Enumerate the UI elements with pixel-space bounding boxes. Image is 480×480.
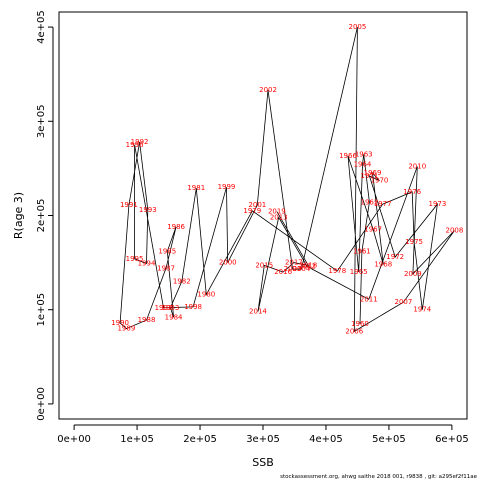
year-labels: 1960 1961 1962 1963 1964 1965 1966 1967 1968 1969… [111, 23, 463, 335]
x-tick-label: 4e+05 [309, 434, 343, 445]
sr-path-lines [119, 27, 455, 333]
year-point-label: 1971 [360, 172, 378, 180]
year-point-label: 1986 [167, 223, 185, 231]
year-point-label: 1964 [354, 161, 372, 169]
year-point-label: 2007 [394, 298, 412, 306]
year-point-label: 1978 [328, 267, 346, 275]
year-point-label: 1974 [413, 306, 431, 314]
year-point-label: 1996 [126, 141, 144, 149]
year-point-label: 1970 [371, 177, 389, 185]
year-point-label: 2013 [270, 213, 288, 221]
year-point-label: 2000 [219, 259, 237, 267]
year-point-label: 1992 [131, 138, 149, 146]
year-point-label: 1991 [120, 201, 138, 209]
year-point-label: 1982 [173, 277, 191, 285]
year-point-label: 2005 [349, 23, 367, 31]
year-point-label: 1997 [155, 304, 173, 312]
year-point-label: 1999 [218, 183, 236, 191]
year-point-label: 2011 [360, 295, 378, 303]
x-tick-label: 2e+05 [183, 434, 217, 445]
x-tick-label: 0e+00 [57, 434, 91, 445]
year-point-label: 1989 [117, 325, 135, 333]
plot-frame [58, 11, 468, 420]
year-point-label: 1979 [243, 207, 261, 215]
year-point-label: 2014 [249, 308, 267, 316]
year-point-label: 1987 [157, 264, 175, 272]
x-axis: 0e+00 1e+05 2e+05 3e+05 4e+05 5e+05 6e+05 [57, 424, 469, 445]
year-point-label: 1969 [364, 169, 382, 177]
year-point-label: 2012 [298, 262, 316, 270]
year-point-label: 1961 [353, 247, 371, 255]
y-axis: 0e+00 1e+05 2e+05 3e+05 4e+05 [36, 10, 54, 421]
year-point-label: 1968 [374, 260, 392, 268]
year-point-label: 2006 [345, 327, 363, 335]
x-tick-label: 1e+05 [120, 434, 154, 445]
year-point-label: 1983 [162, 304, 180, 312]
year-point-label: 1993 [139, 206, 157, 214]
year-point-label: 1965 [350, 268, 368, 276]
year-point-label: 1962 [360, 198, 378, 206]
year-point-label: 2010 [408, 163, 426, 171]
x-tick-label: 5e+05 [372, 434, 406, 445]
year-point-label: 1975 [405, 238, 423, 246]
footer-note: stockassessment.org, ahwg saithe 2018 00… [280, 474, 478, 480]
year-point-label: 2017 [285, 259, 303, 267]
year-point-label: 1973 [428, 200, 446, 208]
year-point-label: 2008 [445, 227, 463, 235]
year-point-label: 2009 [404, 270, 422, 278]
y-tick-label: 3e+05 [36, 104, 47, 138]
year-point-label: 1981 [187, 184, 205, 192]
year-point-label: 2016 [274, 268, 292, 276]
x-tick-label: 3e+05 [246, 434, 280, 445]
year-point-label: 1960 [351, 320, 369, 328]
year-point-label: 1972 [386, 253, 404, 261]
year-point-label: 1988 [138, 316, 156, 324]
x-tick-label: 6e+05 [435, 434, 469, 445]
y-tick-label: 1e+05 [36, 293, 47, 327]
sr-path-line [119, 27, 455, 333]
year-point-label: 2003 [284, 265, 302, 273]
year-point-label: 1990 [111, 319, 129, 327]
year-point-label: 1998 [184, 303, 202, 311]
year-point-label: 1985 [158, 247, 176, 255]
year-point-label: 1966 [339, 152, 357, 160]
year-point-label: 2002 [259, 86, 277, 94]
year-point-label: 2015 [255, 261, 273, 269]
year-point-label: 1977 [374, 200, 392, 208]
year-point-label: 1963 [355, 150, 373, 158]
year-point-label: 1994 [138, 260, 156, 268]
year-point-label: 1967 [364, 226, 382, 234]
x-axis-label: SSB [252, 456, 274, 469]
year-point-label: 2004 [292, 265, 310, 273]
y-tick-label: 4e+05 [36, 10, 47, 44]
year-point-label: 1995 [126, 255, 144, 263]
year-point-label: 1980 [197, 291, 215, 299]
year-point-label: 1984 [165, 313, 183, 321]
year-point-label: 1976 [403, 188, 421, 196]
y-axis-label: R(age 3) [12, 192, 25, 239]
y-tick-label: 2e+05 [36, 199, 47, 233]
year-point-label: 2001 [248, 201, 266, 209]
year-point-label: 2019 [268, 208, 286, 216]
y-tick-label: 0e+00 [36, 387, 47, 421]
year-point-label: 2018 [299, 261, 317, 269]
